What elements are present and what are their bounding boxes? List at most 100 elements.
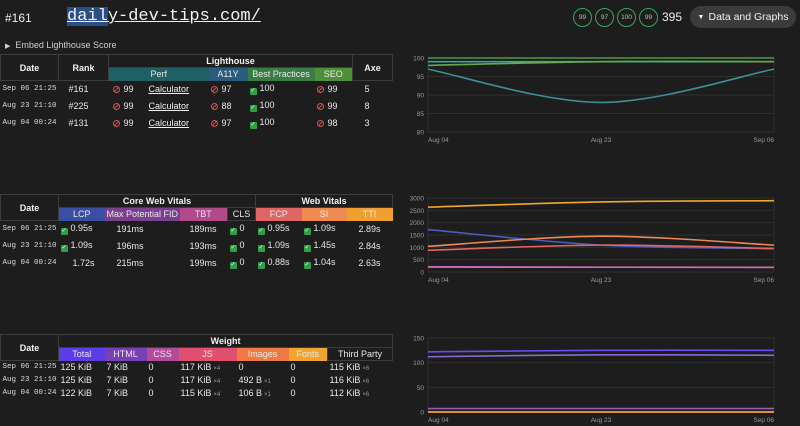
url-selected-text: dail <box>67 7 108 26</box>
y-tick-label: 0 <box>420 270 424 277</box>
y-tick-label: 90 <box>417 93 425 100</box>
check-icon: ✓ <box>303 262 311 269</box>
cwv-col-tti: TTI <box>346 207 393 221</box>
wt-third-count: ×6 <box>362 379 370 385</box>
cwv-col-tbt: TBT <box>179 207 228 221</box>
wt-col-total: Total <box>58 347 105 361</box>
fail-icon <box>316 120 324 127</box>
wt-date: Aug 04 00:24 <box>2 389 57 397</box>
site-rank: #161 <box>5 11 32 25</box>
lh-bp: 100 <box>259 83 275 93</box>
wt-col-fonts: Fonts <box>288 347 328 361</box>
wt-html: 7 KiB <box>106 362 129 372</box>
page-header: #161 daily-dev-tips.com/ 99 97 100 99 39… <box>0 0 800 36</box>
wt-col-images: Images <box>236 347 289 361</box>
cwv-col-si: SI <box>301 207 347 221</box>
wt-fonts: 0 <box>290 375 296 385</box>
check-icon: ✓ <box>257 262 265 269</box>
table-row: Aug 04 00:24 #131 99 Calculator 97 ✓ 100 9… <box>1 115 393 132</box>
cwv-lcp: 0.95s <box>70 223 93 233</box>
lh-perf: 99 <box>123 101 134 111</box>
cwv-fid: 196ms <box>116 241 144 251</box>
wt-html: 7 KiB <box>106 388 129 398</box>
wt-images-count: ×1 <box>264 392 271 398</box>
x-tick-label: Aug 04 <box>428 137 449 144</box>
check-icon: ✓ <box>249 122 257 129</box>
cwv-tti: 2.63s <box>358 258 381 268</box>
series-line-si <box>427 235 775 248</box>
calculator-link[interactable]: Calculator <box>148 118 190 128</box>
cwv-group-core: Core Web Vitals <box>57 194 257 208</box>
x-tick-label: Aug 23 <box>591 277 612 284</box>
table-row: Sep 06 21:25 #161 99 Calculator 97 ✓ 100 9… <box>1 81 393 98</box>
table-row: Sep 06 21:25 ✓ 0.95s 191ms 189ms ✓ 0 ✓ 0.95… <box>1 221 393 238</box>
cwv-fcp: 1.09s <box>267 240 290 250</box>
cwv-col-lcp: LCP <box>58 207 105 221</box>
calculator-link[interactable]: Calculator <box>148 101 190 111</box>
lh-col-rank: Rank <box>58 54 109 81</box>
cwv-tti: 2.84s <box>358 241 381 251</box>
calculator-link[interactable]: Calculator <box>148 84 190 94</box>
lh-col-a11y: A11Y <box>208 67 248 81</box>
wt-col-third-party: Third Party <box>326 347 394 361</box>
wt-third: 116 KiB <box>329 375 361 385</box>
fail-icon <box>316 86 324 93</box>
data-and-graphs-button[interactable]: ▼ Data and Graphs <box>690 6 796 28</box>
y-tick-label: 85 <box>417 111 425 118</box>
lighthouse-table: Date Rank Lighthouse Axe Perf A11Y Best … <box>0 54 393 132</box>
lh-a11y: 88 <box>221 101 232 111</box>
wt-date: Aug 23 21:10 <box>2 376 57 384</box>
weight-chart: 150 100 50 0 Aug 04 Aug 23 Sep 06 <box>413 336 775 424</box>
lh-col-axe: Axe <box>352 54 393 81</box>
cwv-si: 1.04s <box>313 257 336 267</box>
wt-html: 7 KiB <box>106 375 129 385</box>
wt-col-date: Date <box>0 334 59 361</box>
wt-total: 125 KiB <box>60 362 93 372</box>
wt-fonts: 0 <box>290 388 296 398</box>
cwv-fid: 215ms <box>116 258 144 268</box>
wt-date: Sep 06 21:25 <box>2 363 57 372</box>
embed-lighthouse-toggle[interactable]: ▶ Embed Lighthouse Score <box>5 40 116 50</box>
cwv-si: 1.45s <box>313 240 336 250</box>
total-score: 395 <box>662 10 683 24</box>
series-line-tti <box>427 199 775 208</box>
lh-col-date: Date <box>0 54 59 81</box>
cwv-date: Sep 06 21:25 <box>2 225 57 234</box>
lh-seo: 98 <box>327 118 338 128</box>
fail-icon <box>210 120 218 127</box>
fail-icon <box>112 103 120 110</box>
table-row: Aug 23 21:10 ✓ 1.09s 196ms 193ms ✓ 0 ✓ 1.09… <box>1 238 393 255</box>
y-tick-label: 2500 <box>410 208 425 215</box>
web-vitals-table: Date Core Web Vitals Web Vitals LCP Max … <box>0 194 394 272</box>
site-url-link[interactable]: daily-dev-tips.com/ <box>67 7 261 26</box>
wt-js: 117 KiB <box>180 362 212 372</box>
score-circle-best-practices: 100 <box>617 8 636 27</box>
wt-js-count: ×4 <box>213 379 221 385</box>
lh-axe: 8 <box>364 101 370 111</box>
triangle-right-icon: ▶ <box>5 43 11 50</box>
cwv-tbt: 189ms <box>189 224 217 234</box>
y-tick-label: 3000 <box>410 196 425 203</box>
series-line-total <box>427 349 775 353</box>
check-icon: ✓ <box>303 245 311 252</box>
cwv-fid: 191ms <box>116 224 144 234</box>
lh-rank: #225 <box>68 101 89 111</box>
wt-images: 0 <box>238 362 244 372</box>
check-icon: ✓ <box>60 228 68 235</box>
cwv-tbt: 199ms <box>189 258 217 268</box>
lh-bp: 100 <box>259 117 275 127</box>
x-tick-label: Sep 06 <box>753 277 774 284</box>
lh-seo: 99 <box>327 84 338 94</box>
lh-col-perf: Perf <box>108 67 209 81</box>
fail-icon <box>112 86 120 93</box>
lh-a11y: 97 <box>221 84 232 94</box>
table-row: Aug 04 00:24 1.72s 215ms 199ms ✓ 0 ✓ 0.88s… <box>1 255 393 272</box>
table-row: Sep 06 21:25 125 KiB 7 KiB 0 117 KiB ×4 0… <box>1 361 393 374</box>
cwv-cls: 0 <box>239 223 245 234</box>
lh-perf: 99 <box>123 84 134 94</box>
check-icon: ✓ <box>249 88 257 95</box>
wt-third-count: ×6 <box>362 392 370 398</box>
series-line-a11y <box>427 68 775 104</box>
fail-icon <box>316 103 324 110</box>
y-tick-label: 100 <box>413 360 424 367</box>
